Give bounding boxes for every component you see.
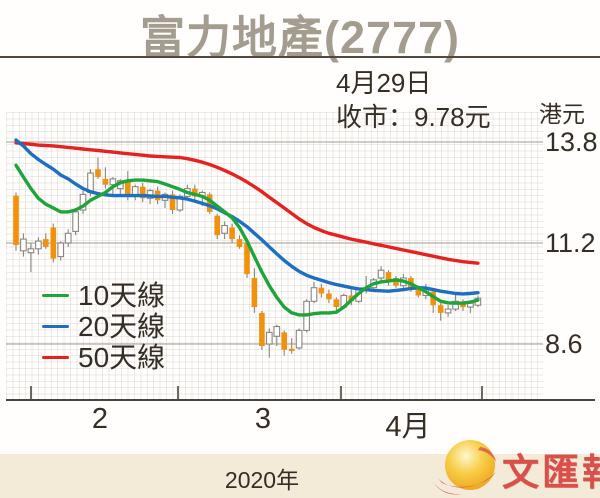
legend-label-ma50: 50天線 (78, 341, 166, 373)
year-label: 2020年 (224, 467, 300, 493)
wenweipo-logo-text: 文匯報 (502, 452, 600, 493)
y-tick-11-2: 11.2 (545, 228, 596, 258)
legend-item-ma10: 10天線 (42, 280, 165, 311)
ma10-line-sample-icon (42, 293, 69, 298)
wenweipo-globe-icon (434, 440, 496, 495)
ma50-line-sample-icon (42, 355, 69, 360)
legend-item-ma20: 20天線 (42, 311, 165, 342)
x-label-march: 3 (254, 403, 272, 435)
y-tick-8-6: 8.6 (545, 329, 583, 359)
y-tick-13-8: 13.8 (545, 127, 598, 157)
legend: 10天線 20天線 50天線 (42, 280, 165, 373)
legend-item-ma50: 50天線 (42, 342, 165, 373)
page-title: 富力地產(2777) (139, 12, 461, 63)
header-divider (0, 56, 600, 58)
x-label-april: 4月 (385, 411, 431, 443)
ma20-line-sample-icon (42, 324, 69, 329)
legend-label-ma10: 10天線 (78, 279, 166, 311)
legend-label-ma20: 20天線 (78, 310, 166, 342)
annotation-close-price: 收市：9.78元 (336, 102, 491, 132)
close-price-annotation: 4月29日 收市：9.78元 (336, 66, 491, 134)
y-axis-unit-label: 港元 (539, 101, 585, 127)
annotation-date: 4月29日 (336, 68, 432, 98)
wenweipo-logo: 文匯報 (428, 436, 600, 498)
x-label-february: 2 (91, 403, 109, 435)
plot-fine-grid (6, 112, 543, 400)
footer-strip (0, 454, 600, 498)
